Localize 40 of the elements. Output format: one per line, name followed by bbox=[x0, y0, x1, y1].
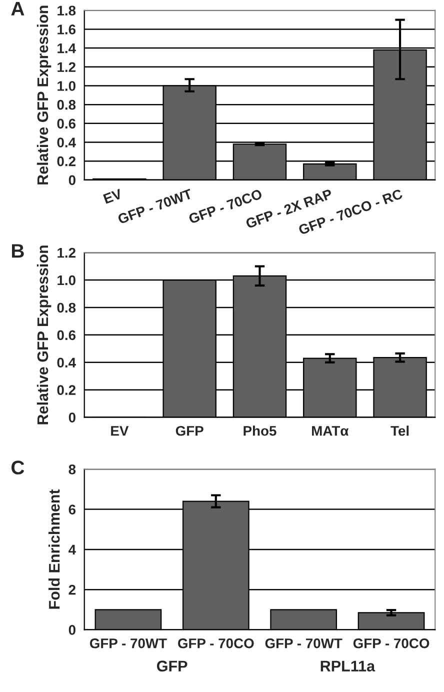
y-axis-title: Relative GFP Expression bbox=[36, 246, 52, 424]
x-tick-label: MATα bbox=[312, 426, 349, 436]
text: A bbox=[11, 2, 24, 16]
y-tick-label: 0.6 bbox=[57, 330, 76, 340]
y-tick-label: 1.0 bbox=[58, 275, 76, 286]
y-tick-label: 1.2 bbox=[58, 248, 76, 258]
y-tick-label: 0.2 bbox=[57, 385, 76, 395]
text: GFP bbox=[156, 660, 188, 672]
text: C bbox=[12, 460, 24, 474]
y-axis-title: Fold Enrichment bbox=[48, 489, 60, 609]
y-tick-label: 0 bbox=[68, 412, 76, 422]
y-tick-label: 2 bbox=[68, 584, 76, 595]
y-tick-label: 0.2 bbox=[57, 156, 76, 166]
x-tick-label: GFP bbox=[176, 426, 204, 436]
y-tick-label: 0.6 bbox=[57, 118, 76, 129]
y-tick-label: 1.0 bbox=[58, 81, 76, 91]
x-tick-label: GFP - 70CO bbox=[353, 638, 430, 648]
y-tick-label: 6 bbox=[68, 504, 76, 514]
x-tick-label: Pho5 bbox=[244, 426, 276, 436]
y-tick-label: 4 bbox=[68, 544, 76, 554]
text: RPL11a bbox=[320, 660, 376, 672]
y-tick-label: 1.4 bbox=[58, 44, 76, 54]
x-tick-label: GFP - 70WT bbox=[265, 638, 342, 648]
y-tick-label: 0.4 bbox=[57, 138, 76, 148]
y-tick-label: 0 bbox=[68, 625, 76, 635]
x-tick-label: Tel bbox=[390, 426, 409, 436]
x-tick-label: GFP - 70WT bbox=[90, 638, 167, 648]
x-tick-label: EV bbox=[111, 426, 129, 436]
y-tick-label: 0 bbox=[68, 175, 76, 186]
y-tick-label: 1.6 bbox=[58, 24, 76, 34]
y-tick-label: 0.8 bbox=[57, 302, 76, 313]
y-tick-label: 8 bbox=[68, 464, 76, 474]
y-tick-label: 1.2 bbox=[58, 62, 76, 72]
x-tick-label: GFP - 70CO bbox=[178, 638, 254, 648]
y-tick-label: 0.8 bbox=[57, 100, 76, 110]
text: B bbox=[12, 244, 24, 258]
y-tick-label: 1.8 bbox=[58, 6, 76, 16]
y-tick-label: 0.4 bbox=[57, 358, 76, 368]
x-tick-label: EV bbox=[103, 188, 123, 204]
y-axis-title: Relative GFP Expression bbox=[36, 6, 52, 184]
